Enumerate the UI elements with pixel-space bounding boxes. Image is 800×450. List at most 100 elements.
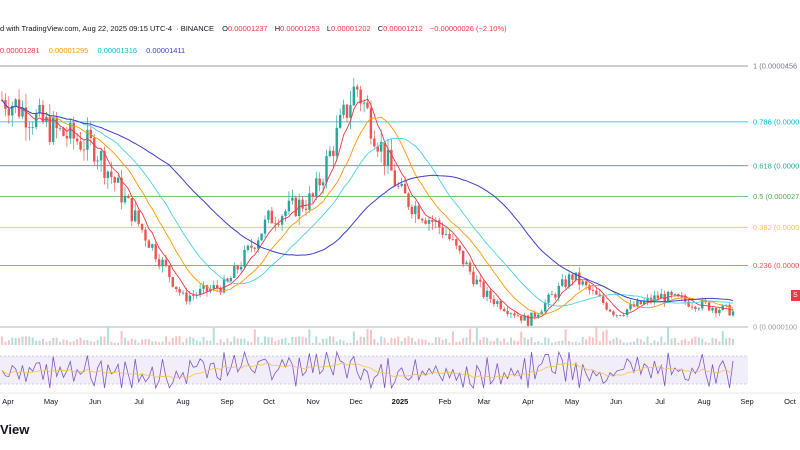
- candle-body: [595, 290, 598, 295]
- candle-body: [543, 302, 547, 312]
- time-axis-label: Jun: [610, 397, 622, 406]
- volume-bar: [243, 338, 246, 345]
- volume-bar: [195, 340, 198, 345]
- candle-body: [113, 177, 116, 183]
- volume-bar: [581, 337, 584, 345]
- candle-body: [246, 245, 250, 250]
- candle-body: [383, 141, 386, 166]
- volume-bar: [718, 341, 721, 345]
- rsi-ma-line: [1, 362, 734, 379]
- volume-bar: [431, 342, 434, 345]
- candle-body: [537, 314, 540, 317]
- volume-bar: [28, 336, 31, 345]
- volume-bar: [161, 341, 164, 345]
- candle-body: [731, 311, 735, 316]
- fib-label: 0.236 (0.0000: [753, 261, 799, 270]
- volume-bar: [281, 338, 284, 345]
- ma-line-4: [1, 99, 734, 303]
- volume-bar: [424, 339, 427, 345]
- volume-bar: [144, 339, 147, 345]
- volume-bar: [270, 337, 273, 345]
- time-axis-label: Aug: [697, 397, 710, 406]
- volume-bar: [147, 339, 150, 345]
- candle-body: [588, 285, 591, 291]
- candle-body: [540, 311, 543, 315]
- volume-bar: [185, 338, 188, 345]
- volume-bar: [55, 337, 58, 345]
- candle-body: [584, 281, 588, 286]
- candle-body: [65, 135, 69, 139]
- candle-body: [718, 309, 721, 314]
- candle-body: [205, 285, 209, 292]
- volume-bar: [52, 338, 55, 345]
- volume-bar: [202, 336, 205, 345]
- candle-body: [356, 86, 359, 90]
- candle-body: [69, 122, 72, 139]
- time-axis-label: Jun: [89, 397, 101, 406]
- volume-bar: [516, 341, 519, 345]
- candle-body: [188, 295, 192, 302]
- volume-bar: [533, 342, 536, 345]
- volume-bar: [725, 338, 728, 345]
- time-axis-label: Mar: [478, 397, 491, 406]
- candle-body: [192, 295, 195, 296]
- volume-bar: [21, 336, 24, 345]
- candle-body: [342, 104, 345, 115]
- volume-bar: [264, 336, 267, 345]
- candle-body: [557, 285, 560, 298]
- candle-body: [256, 240, 260, 249]
- candle-body: [697, 308, 701, 310]
- candle-body: [202, 285, 205, 289]
- candle-body: [301, 199, 304, 209]
- candle-body: [472, 271, 475, 285]
- volume-bar: [609, 340, 612, 345]
- volume-bar: [414, 341, 417, 345]
- volume-bar: [574, 341, 577, 345]
- volume-bar: [308, 329, 311, 345]
- candlesticks: [0, 78, 735, 327]
- volume-bar: [11, 337, 14, 345]
- volume-bar: [445, 338, 448, 345]
- candle-body: [516, 315, 519, 317]
- candle-body: [390, 149, 393, 171]
- indicator-values-line: 0.00001281 0.00001295 0.00001316 0.00001…: [0, 46, 187, 55]
- candle-body: [407, 193, 410, 207]
- candle-body: [393, 170, 397, 186]
- candle-body: [7, 108, 11, 116]
- volume-bar: [14, 338, 17, 345]
- candle-body: [591, 290, 595, 291]
- candle-body: [673, 294, 677, 296]
- candle-body: [520, 315, 523, 321]
- candle-body: [294, 197, 297, 217]
- volume-bar: [151, 341, 154, 345]
- candle-body: [417, 205, 420, 219]
- tradingview-brand: View: [0, 422, 30, 437]
- ma1-value: 0.00001281: [0, 46, 40, 55]
- candle-body: [660, 293, 663, 299]
- candle-body: [229, 278, 233, 282]
- volume-bar: [492, 341, 495, 345]
- volume-bar: [455, 341, 458, 345]
- volume-bar: [667, 327, 670, 345]
- volume-bar: [687, 341, 690, 345]
- volume-bar: [421, 339, 424, 345]
- candle-body: [270, 210, 274, 224]
- candle-body: [304, 208, 308, 210]
- volume-bar: [704, 341, 707, 345]
- fib-label: 0 (0.0000100: [753, 323, 797, 332]
- candle-body: [308, 193, 311, 210]
- low-value: 0.00001202: [331, 24, 371, 33]
- volume-bar: [318, 342, 321, 345]
- volume-bar: [267, 337, 270, 345]
- volume-bar: [578, 342, 581, 345]
- candle-body: [506, 311, 509, 314]
- symbol-info-line: d with TradingView.com, Aug 22, 2025 09:…: [0, 24, 509, 33]
- candle-body: [52, 117, 55, 142]
- candle-body: [79, 141, 82, 150]
- volume-bar: [410, 337, 413, 345]
- volume-bar: [554, 341, 557, 345]
- candle-body: [349, 105, 352, 118]
- candle-body: [212, 285, 215, 289]
- volume-bar: [537, 341, 540, 345]
